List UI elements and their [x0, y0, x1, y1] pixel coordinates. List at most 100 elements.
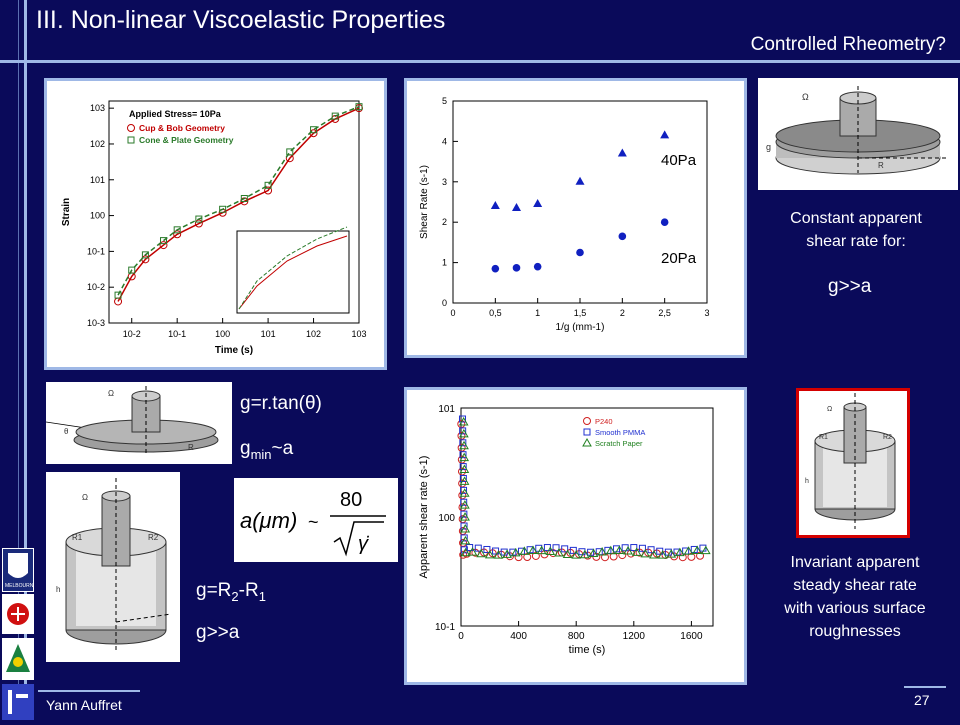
parallel-plate-geometry-image: Ω g R — [758, 78, 958, 190]
data-point — [657, 550, 668, 559]
svg-text:g: g — [766, 142, 771, 152]
data-point — [561, 545, 569, 553]
y-tick-label: 101 — [438, 404, 455, 415]
x-tick-label: 1,5 — [574, 308, 587, 318]
data-point — [617, 148, 627, 157]
caption-line: Invariant apparent — [790, 554, 920, 571]
y-tick-label: 0 — [442, 298, 447, 308]
gap-subscript: min — [250, 446, 272, 462]
inset-line — [238, 226, 348, 310]
data-point — [630, 544, 638, 552]
shear-rate-chart: 0 0,5 1 1,5 2 2,5 3 0 1 2 3 4 5 1/g (mm-1) Shear Rate … — [419, 96, 710, 333]
page-number: 27 — [914, 692, 930, 708]
y-axis-label: Strain — [61, 198, 72, 226]
data-point — [576, 248, 584, 257]
x-tick-label: 2,5 — [658, 308, 671, 318]
institution-logo-green — [2, 638, 34, 680]
data-point — [459, 476, 470, 485]
data-point — [460, 512, 470, 521]
strain-chart-panel: 10-2 10-1 100 101 102 103 10-3 10-2 10-1 100 101 10… — [44, 78, 387, 370]
data-point — [510, 547, 521, 557]
caption-line: with various surface — [784, 600, 926, 617]
data-point — [331, 112, 339, 120]
svg-text:80: 80 — [340, 489, 362, 511]
y-tick-label: 3 — [442, 177, 447, 187]
data-point — [240, 194, 248, 202]
data-point — [533, 262, 542, 271]
couette-geometry-image-red: Ω R1 R2 h — [796, 388, 910, 538]
data-point — [675, 547, 685, 557]
x-tick-label: 800 — [568, 631, 585, 642]
data-point — [631, 547, 642, 556]
x-tick-label: 101 — [261, 329, 276, 339]
data-point — [310, 126, 318, 134]
plot-area — [460, 407, 714, 627]
svg-text:a(μm): a(μm) — [240, 508, 297, 533]
x-tick-label: 0 — [458, 631, 464, 642]
data-point — [483, 545, 491, 553]
data-point — [458, 428, 469, 438]
strain-chart: 10-2 10-1 100 101 102 103 10-3 10-2 10-1 100 101 10… — [61, 100, 367, 356]
data-point — [459, 452, 470, 462]
slide-title: III. Non-linear Viscoelastic Properties — [36, 6, 446, 34]
data-point — [460, 500, 470, 509]
apparent-shear-chart: 0 400 800 1200 1600 10-1 100 101 time (s) Apparen… — [418, 404, 714, 656]
y-tick-label: 100 — [90, 211, 105, 221]
cone-plate-geometry-image: Ω θ R — [45, 382, 232, 464]
left-border-line-inner — [18, 0, 19, 720]
x-tick-label: 10-2 — [123, 329, 141, 339]
data-point — [660, 218, 669, 226]
x-tick-label: 1600 — [680, 631, 703, 642]
legend-marker — [127, 124, 135, 132]
legend-marker — [583, 417, 591, 425]
x-tick-label: 100 — [215, 329, 230, 339]
data-point — [502, 549, 512, 558]
data-point — [491, 264, 500, 273]
data-point — [588, 548, 599, 558]
data-point — [264, 181, 272, 189]
x-tick-label: 3 — [704, 308, 709, 318]
x-tick-label: 1 — [535, 308, 540, 318]
eq-sub: 1 — [258, 588, 266, 604]
data-point — [458, 416, 469, 426]
gap-rest: ~a — [271, 438, 294, 459]
x-tick-label: 400 — [510, 631, 527, 642]
data-point — [460, 522, 468, 530]
data-point — [460, 546, 468, 554]
data-point — [647, 546, 655, 554]
data-point — [114, 291, 122, 299]
data-point — [666, 549, 677, 558]
data-point — [623, 546, 633, 555]
data-point — [264, 186, 273, 195]
data-point — [467, 547, 478, 556]
data-point — [459, 550, 468, 559]
svg-text:R: R — [878, 161, 884, 170]
data-point — [460, 486, 468, 494]
cone-gap-equation: g=r.tan(θ) — [240, 393, 322, 414]
plot-area — [452, 100, 708, 304]
svg-text:Ω: Ω — [108, 389, 114, 398]
data-point — [459, 439, 467, 447]
series-label: 40Pa — [661, 152, 697, 169]
caption-line: shear rate for: — [806, 233, 906, 250]
data-point — [459, 427, 467, 435]
invariant-shear-caption: Invariant apparent steady shear rate wit… — [750, 551, 960, 643]
constant-shear-caption: Constant apparent shear rate for: — [752, 207, 960, 253]
svg-text:R2: R2 — [883, 434, 892, 441]
institution-logo-red — [2, 594, 34, 634]
legend-marker — [582, 437, 592, 447]
condition-text: g>>a — [828, 276, 872, 297]
series-label: 20Pa — [661, 250, 697, 267]
data-point — [545, 546, 556, 556]
data-point — [512, 264, 521, 272]
svg-text:Ω: Ω — [82, 493, 88, 502]
data-point — [159, 241, 168, 250]
x-tick-label: 0 — [450, 308, 455, 318]
data-point — [562, 549, 573, 558]
data-point — [579, 549, 590, 559]
y-tick-label: 100 — [438, 513, 455, 524]
y-tick-label: 4 — [442, 136, 447, 146]
y-tick-label: 10-3 — [87, 318, 105, 328]
legend-label: P240 — [595, 417, 613, 426]
data-point — [605, 545, 616, 555]
